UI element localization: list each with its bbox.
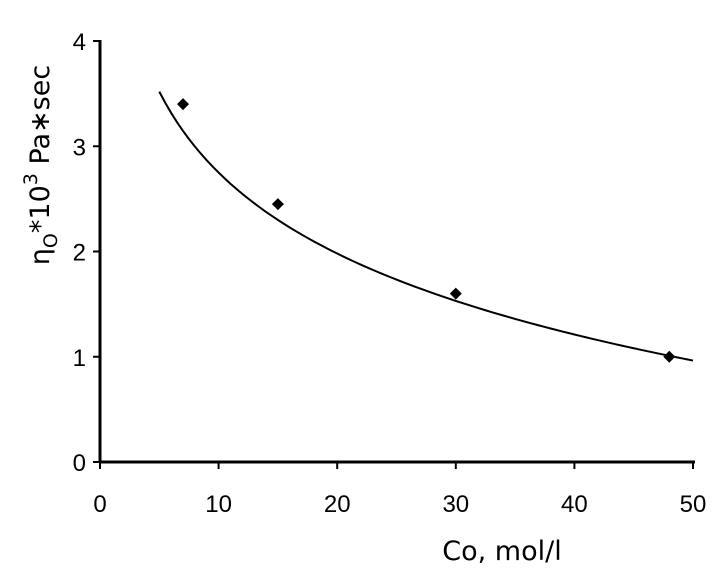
x-axis-title: Co, mol/l	[442, 536, 561, 567]
x-tick-label-0: 0	[93, 491, 106, 518]
y-axis-title-middle: *10	[25, 185, 56, 233]
y-axis-title: ηO*103 Pa∗sec	[20, 65, 62, 265]
x-ticks: 0 10 20 30 40 50	[93, 462, 706, 518]
data-points	[177, 98, 676, 363]
y-axis-title-subscript: O	[40, 233, 62, 248]
x-tick-label-2: 20	[324, 491, 351, 518]
data-point-0-0	[177, 98, 190, 111]
y-tick-label-0: 0	[73, 450, 86, 477]
y-axis-title-superscript: 3	[20, 173, 42, 185]
trendline-curve	[158, 91, 694, 362]
y-ticks: 0 1 2 3 4	[73, 29, 100, 477]
x-tick-label-1: 10	[205, 491, 232, 518]
y-axis-title-suffix: Pa∗sec	[25, 65, 56, 173]
x-tick-label-5: 50	[680, 491, 707, 518]
x-tick-label-3: 30	[442, 491, 469, 518]
y-axis-title-base: η	[25, 248, 56, 265]
y-tick-label-3: 3	[73, 134, 86, 161]
data-point-0-1	[271, 198, 284, 211]
y-tick-label-2: 2	[73, 240, 86, 267]
axes	[98, 40, 695, 464]
data-point-0-3	[663, 350, 676, 363]
y-tick-label-1: 1	[73, 345, 86, 372]
data-point-0-2	[449, 287, 462, 300]
y-tick-label-4: 4	[73, 29, 86, 56]
x-tick-label-4: 40	[561, 491, 588, 518]
